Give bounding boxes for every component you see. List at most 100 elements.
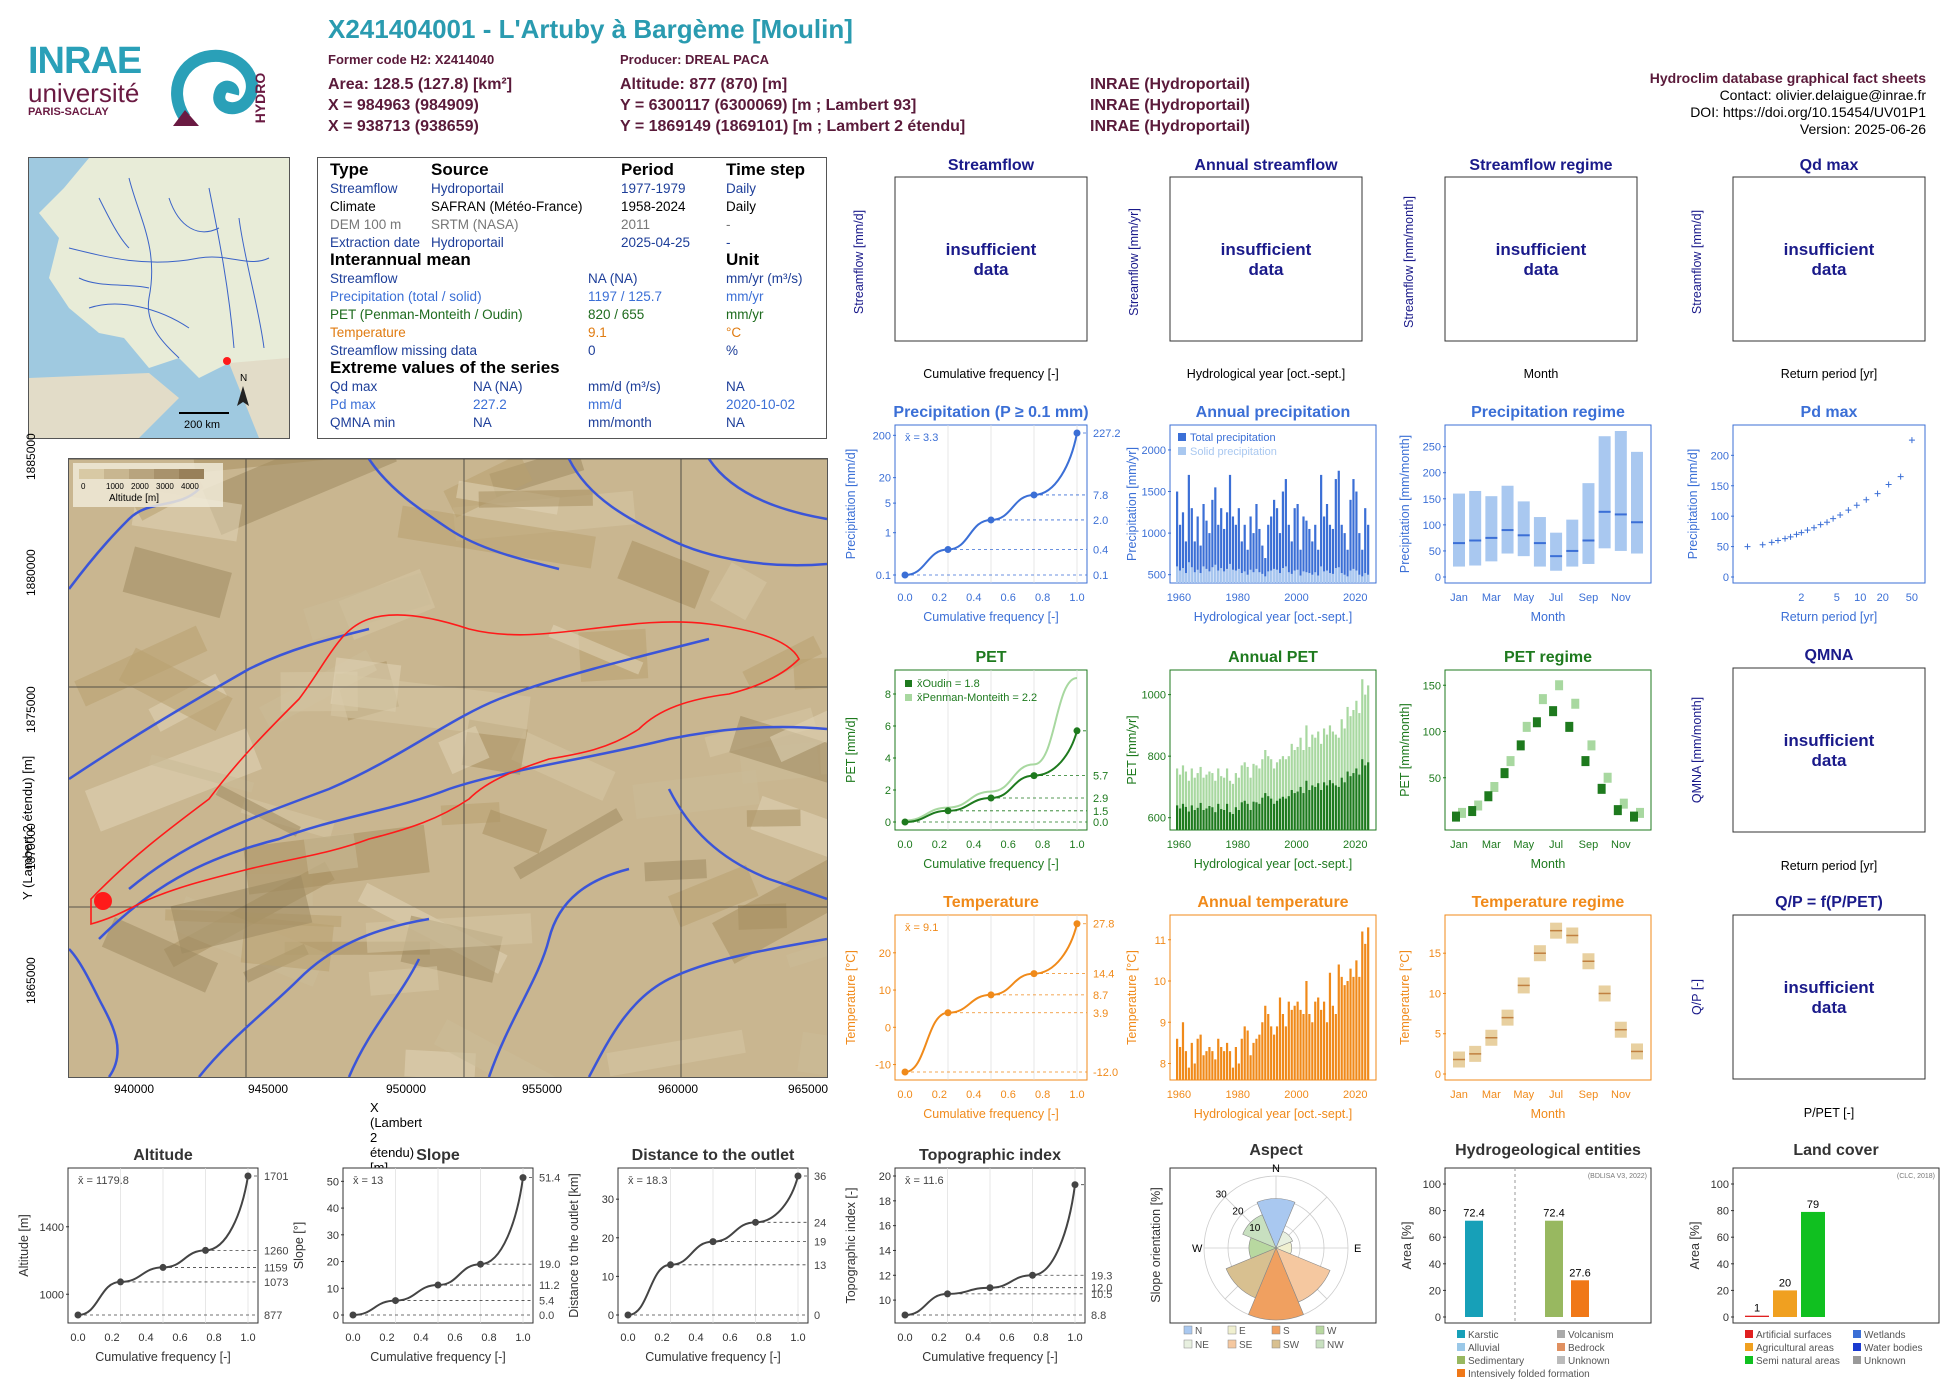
axis-ylabel: Streamflow [mm/yr] — [1127, 208, 1141, 316]
legend-swatch — [1227, 1339, 1237, 1349]
axis-xlabel: Hydrological year [oct.-sept.] — [1194, 610, 1352, 624]
right-tick-label: 27.8 — [1093, 919, 1114, 931]
pet-oudin-bar — [1178, 808, 1182, 830]
info-pdmax-col2: mm/d — [588, 397, 622, 412]
regime-box — [1550, 532, 1563, 571]
pet-oudin-bar — [1249, 810, 1252, 830]
pet-pm-bar — [1317, 731, 1320, 830]
terrain-patch — [433, 1019, 579, 1077]
pet-pm-bar — [1322, 728, 1326, 830]
legend-swatch — [1557, 1356, 1565, 1364]
terrain-patch — [303, 832, 359, 875]
legend-total: Total precipitation — [1190, 432, 1276, 444]
temp-bar — [1278, 997, 1282, 1080]
xtick-label: 2 — [1798, 592, 1804, 604]
solid-precip-bar — [1223, 571, 1226, 583]
pdmax-point — [1853, 502, 1860, 509]
pdmax-point — [1787, 533, 1794, 540]
solid-precip-bar — [1264, 576, 1267, 583]
mean-label: x̄ = 1179.8 — [78, 1175, 129, 1187]
legend-swatch — [1271, 1325, 1281, 1335]
solid-precip-bar — [1340, 573, 1343, 583]
ytick-label: 30 — [602, 1194, 614, 1206]
plot-frame — [1732, 1167, 1940, 1324]
solid-precip-bar — [1328, 573, 1332, 583]
panel-annual_temp: Annual temperature Temperature [°C] Hydrol… — [1125, 894, 1377, 1121]
panel-pet_regime: PET regime PET [mm/month] Month 50 100 150 Jan… — [1398, 649, 1652, 871]
ytick-label: 50 — [327, 1176, 339, 1188]
panel-title: PET — [975, 649, 1006, 666]
temp-bar — [1220, 1047, 1223, 1080]
axis-ylabel: Q/P [-] — [1690, 979, 1704, 1015]
terrain-patch — [632, 769, 760, 820]
pet-pm-bar — [1355, 700, 1358, 830]
temp-bar — [1355, 960, 1358, 1080]
ytick-label: 50 — [1717, 542, 1729, 554]
ytick-label: -10 — [875, 1060, 891, 1072]
solid-precip-bar — [1352, 568, 1355, 583]
panel-title: Q/P = f(P/PET) — [1775, 894, 1883, 911]
pet-pm-bar — [1196, 773, 1199, 830]
xtick-label: 2000 — [1284, 1089, 1308, 1101]
temp-bar — [1237, 1063, 1240, 1080]
solid-precip-bar — [1237, 568, 1240, 583]
rose-sector — [1242, 1214, 1277, 1249]
pdmax-point — [1874, 490, 1881, 497]
precip-bar — [1358, 533, 1361, 583]
solid-precip-bar — [1317, 575, 1320, 583]
ytick-label: 9 — [1160, 1017, 1166, 1029]
pet-oudin-bar — [1217, 803, 1220, 830]
rose-dir: E — [1354, 1243, 1361, 1255]
pet-oudin-bar — [1264, 793, 1267, 830]
xtick-label: 2020 — [1343, 839, 1367, 851]
plot-frame — [894, 176, 1088, 342]
pet-pm-bar — [1255, 765, 1258, 830]
legend-label: Wetlands — [1864, 1330, 1906, 1341]
pet-pm-bar — [1302, 750, 1305, 830]
legend-label: Water bodies — [1864, 1343, 1923, 1354]
river-line — [128, 637, 710, 890]
temp-bar — [1320, 1009, 1323, 1080]
hydrogeo-bar — [1545, 1220, 1563, 1317]
precip-bar — [1343, 533, 1346, 583]
xtick-label: 0.2 — [932, 1089, 947, 1101]
axis-ylabel: Area [%] — [1400, 1222, 1414, 1270]
pet-pm-bar — [1246, 766, 1249, 830]
pet-pm-bar — [1234, 773, 1237, 830]
pet-oudin-bar — [1225, 803, 1229, 830]
solid-precip-bar — [1293, 570, 1296, 583]
pet-oudin-box — [1532, 717, 1541, 728]
terrain-patch — [644, 859, 707, 882]
axis-xlabel: P/PET [-] — [1804, 1106, 1854, 1120]
solid-precip-bar — [1287, 572, 1290, 583]
axis-xlabel: Month — [1531, 610, 1566, 624]
axis-ylabel: PET [mm/yr] — [1125, 715, 1139, 784]
precip-bar — [1217, 524, 1220, 583]
pdmax-point — [1793, 531, 1800, 538]
legend-swatch — [1457, 1369, 1465, 1377]
pet-pm-bar — [1331, 731, 1334, 830]
pet-oudin-bar — [1237, 810, 1240, 830]
temp-bar — [1178, 1047, 1182, 1080]
ytick-label: 0 — [1723, 572, 1729, 584]
catchment-boundary — [90, 614, 800, 926]
solid-precip-bar — [1290, 573, 1293, 583]
pet-oudin-bar — [1305, 780, 1308, 830]
right-tick-label: 0.0 — [539, 1310, 554, 1322]
axis-xlabel: Month — [1531, 1107, 1566, 1121]
rose-dir: W — [1192, 1243, 1203, 1255]
regime-box — [1631, 451, 1643, 554]
right-tick-label: 19.3 — [1091, 1270, 1112, 1282]
hydrogeo-bar — [1465, 1220, 1483, 1317]
header-col2: Altitude: 877 (870) [m] Y = 6300117 (630… — [620, 76, 966, 135]
ytick-label: 250 — [1423, 442, 1441, 454]
panel-title: Aspect — [1249, 1142, 1303, 1159]
terrain-patch — [513, 808, 624, 880]
info-mean-pet-col1: 820 / 655 — [588, 307, 645, 322]
rose-sector — [1256, 1198, 1296, 1249]
solid-precip-bar — [1199, 573, 1202, 583]
info-dem-col2: 2011 — [621, 217, 651, 232]
axis-ylabel: Slope orientation [%] — [1149, 1187, 1163, 1302]
